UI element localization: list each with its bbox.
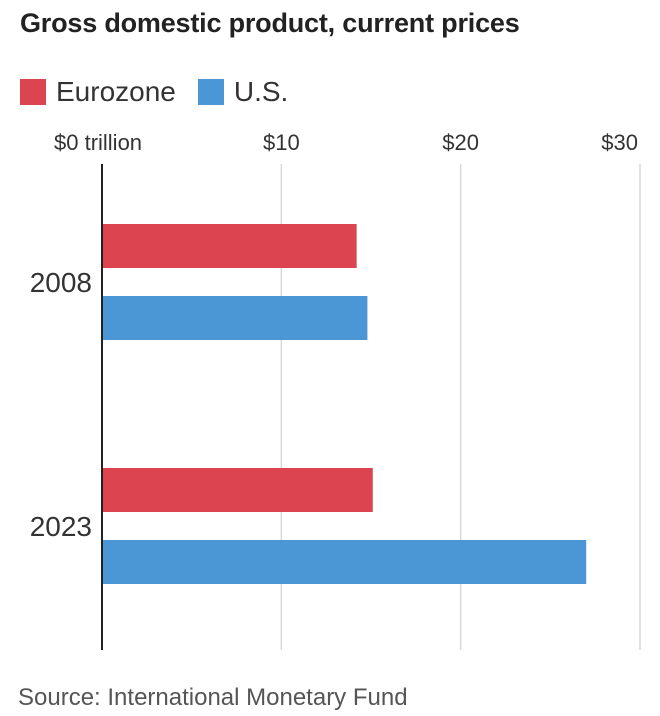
x-tick-label-0: $0 trillion <box>54 130 142 155</box>
legend-swatch-us <box>197 79 224 105</box>
legend-swatch-eurozone <box>20 79 46 105</box>
legend-item-us: U.S. <box>197 76 289 108</box>
bar-u-s-2023 <box>102 540 587 584</box>
chart-title: Gross domestic product, current prices <box>20 8 520 38</box>
x-tick-label-20: $20 <box>442 130 479 155</box>
legend-item-eurozone: Eurozone <box>20 76 176 108</box>
legend-label-eurozone: Eurozone <box>56 76 176 107</box>
source-note: Source: International Monetary Fund <box>18 684 408 711</box>
x-tick-label-10: $10 <box>263 130 300 155</box>
x-tick-label-30: $30 <box>601 130 638 155</box>
bar-chart: $0 trillion $10 $20 $30 2008 2023 <box>30 130 641 650</box>
bar-u-s-2008 <box>102 296 368 340</box>
bar-eurozone-2008 <box>102 224 357 268</box>
bar-eurozone-2023 <box>102 468 373 512</box>
legend: Eurozone U.S. <box>20 76 310 108</box>
category-label-2008: 2008 <box>30 267 92 298</box>
category-label-2023: 2023 <box>30 511 92 542</box>
legend-label-us: U.S. <box>233 76 289 107</box>
